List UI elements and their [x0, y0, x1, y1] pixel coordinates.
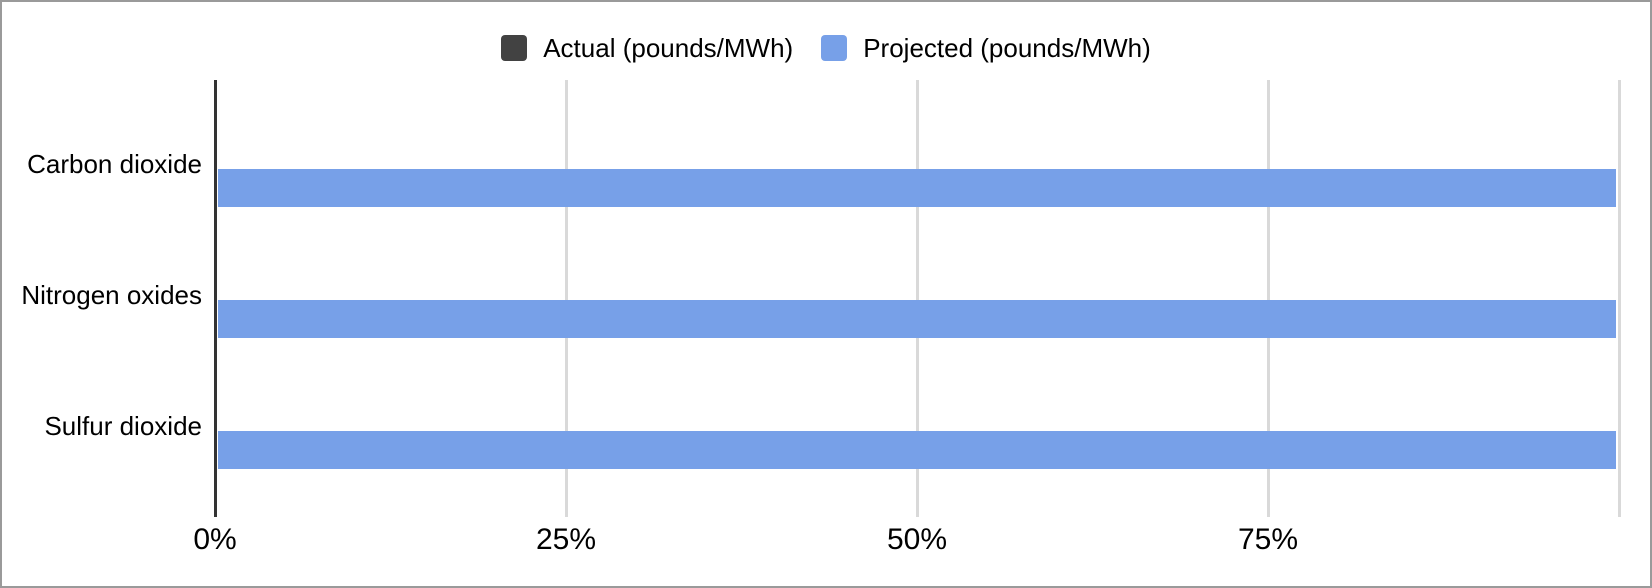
x-tick-label-25pct: 25% [535, 523, 597, 556]
gridline-25pct [564, 80, 568, 517]
legend-item-projected[interactable]: Projected (pounds/MWh) [821, 33, 1151, 64]
gridline-75pct [1266, 80, 1270, 517]
gridline-100pct [1617, 80, 1621, 517]
blue-square-legend-swatch-icon [821, 35, 848, 61]
x-tick-label-75pct: 75% [1237, 523, 1299, 556]
gridline-50pct [915, 80, 919, 517]
x-tick-label-0pct: 0% [193, 523, 237, 556]
dark-square-legend-swatch-icon [501, 35, 528, 61]
projected-bar-nitrogen-oxides[interactable] [218, 300, 1616, 338]
chart-legend: Actual (pounds/MWh) Projected (pounds/MWh… [2, 32, 1650, 64]
plot-area: Carbon dioxide Nitrogen oxides Sulfur diox… [21, 80, 1621, 517]
legend-label: Projected (pounds/MWh) [863, 32, 1151, 63]
x-tick-label-50pct: 50% [886, 523, 948, 556]
category-label: Carbon dioxide [27, 149, 202, 179]
legend-label: Actual (pounds/MWh) [543, 32, 794, 63]
y-axis-line [213, 80, 217, 517]
category-label: Sulfur dioxide [44, 411, 202, 441]
projected-bar-sulfur-dioxide[interactable] [218, 431, 1616, 469]
legend-item-actual[interactable]: Actual (pounds/MWh) [501, 33, 793, 64]
projected-bar-carbon-dioxide[interactable] [218, 169, 1616, 207]
category-label: Nitrogen oxides [21, 280, 202, 310]
